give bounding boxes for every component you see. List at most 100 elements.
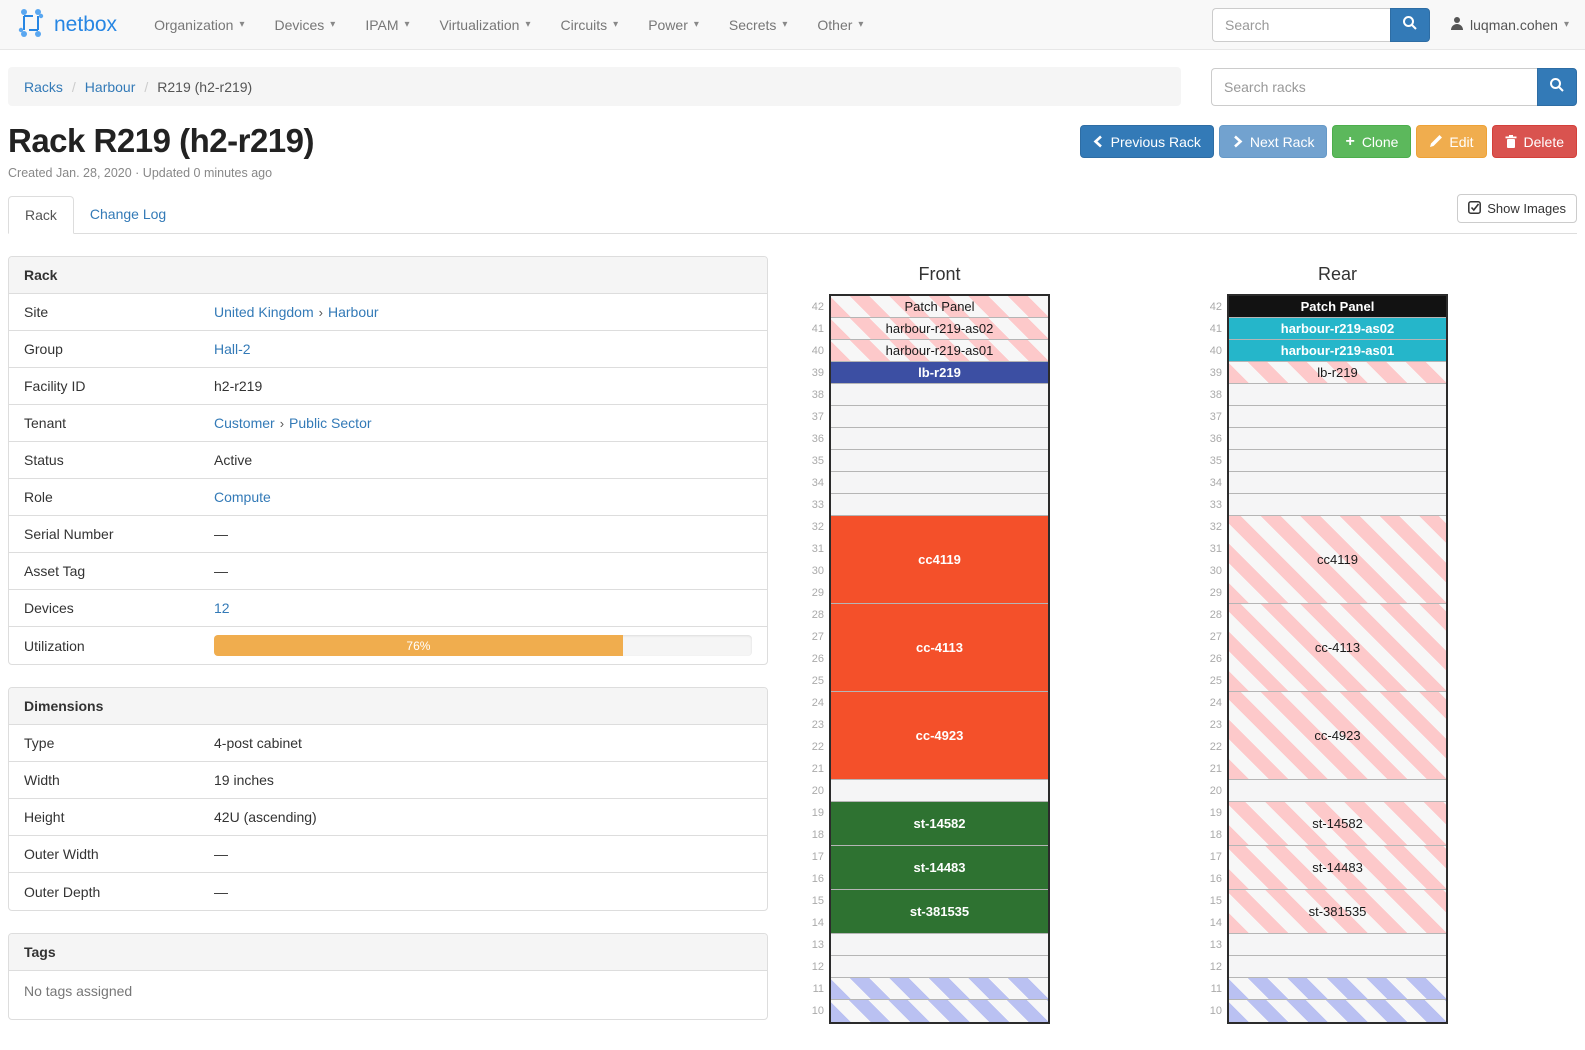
utilization-percent: 76%: [406, 638, 431, 653]
nav-menu-secrets[interactable]: Secrets ▾: [714, 0, 803, 50]
rack-unit-device[interactable]: cc-4923: [831, 692, 1048, 780]
chevron-down-icon: ▾: [1563, 19, 1569, 30]
button-label: Edit: [1449, 133, 1474, 150]
rack-unit-number: 41: [811, 323, 824, 335]
row-label: Site: [24, 304, 49, 320]
tab-change-log[interactable]: Change Log: [89, 206, 167, 222]
site-link[interactable]: Harbour: [327, 304, 379, 320]
rack-unit-empty: [831, 956, 1048, 978]
global-search-button[interactable]: [1390, 7, 1431, 42]
panel-title: Tags: [9, 934, 767, 971]
rack-unit-number: 20: [1209, 785, 1222, 797]
nav-menu-label: IPAM: [365, 16, 399, 33]
rack-unit-device[interactable]: cc-4923: [1229, 692, 1446, 780]
row-label: Group: [24, 341, 63, 357]
row-label: Utilization: [24, 637, 85, 654]
rack-unit-number: 37: [1209, 411, 1222, 423]
previous-rack-button[interactable]: Previous Rack: [1079, 125, 1214, 158]
row-label: Asset Tag: [24, 563, 86, 579]
breadcrumb-link-harbour[interactable]: Harbour: [84, 78, 136, 95]
rack-unit-device[interactable]: harbour-r219-as01: [1229, 340, 1446, 362]
created-updated-meta: Created Jan. 28, 2020 · Updated 0 minute…: [8, 166, 273, 180]
user-menu[interactable]: luqman.cohen ▾: [1450, 16, 1569, 33]
row-role: Role Compute: [9, 479, 767, 516]
group-link[interactable]: Hall-2: [214, 341, 251, 357]
row-tenant: Tenant Customer › Public Sector: [9, 405, 767, 442]
breadcrumb: Racks / Harbour / R219 (h2-r219): [8, 67, 1181, 106]
edit-button[interactable]: Edit: [1416, 125, 1487, 158]
devices-count-link[interactable]: 12: [214, 600, 230, 616]
pencil-icon: [1429, 135, 1443, 148]
rack-elevation-rear: Rear 42 41 40 39 38 37 36 35 34 33 32 31 30 29 28 27 26 2…: [1198, 256, 1448, 1024]
chevron-down-icon: ▾: [613, 19, 619, 30]
device-label: harbour-r219-as02: [1280, 321, 1395, 336]
rack-unit-device[interactable]: st-14483: [1229, 846, 1446, 890]
rack-unit-device[interactable]: st-14483: [831, 846, 1048, 890]
rack-unit-device[interactable]: harbour-r219-as02: [1229, 318, 1446, 340]
rack-unit-device[interactable]: st-14582: [831, 802, 1048, 846]
global-search-input[interactable]: [1212, 7, 1391, 42]
site-region-link[interactable]: United Kingdom: [214, 304, 314, 320]
rack-unit-number: 35: [811, 455, 824, 467]
next-rack-button[interactable]: Next Rack: [1218, 125, 1328, 158]
row-outer-depth: Outer Depth —: [9, 873, 767, 910]
rack-unit-number: 16: [811, 873, 824, 885]
rack-unit-reserved: [1229, 978, 1446, 1000]
utilization-bar: 76%: [214, 635, 752, 656]
clone-button[interactable]: + Clone: [1332, 125, 1412, 158]
rack-search-button[interactable]: [1537, 67, 1577, 106]
breadcrumb-link-racks[interactable]: Racks: [24, 78, 63, 95]
rack-unit-number: 24: [811, 697, 824, 709]
delete-button[interactable]: Delete: [1491, 125, 1577, 158]
nav-menu-organization[interactable]: Organization ▾: [139, 0, 259, 50]
rack-unit-number: 42: [811, 301, 824, 313]
user-icon: [1450, 16, 1464, 33]
rack-unit-device[interactable]: Patch Panel: [831, 296, 1048, 318]
rack-unit-device[interactable]: st-14582: [1229, 802, 1446, 846]
rack-unit-device[interactable]: cc-4113: [1229, 604, 1446, 692]
tab-rack[interactable]: Rack: [8, 196, 74, 234]
rack-unit-number: 38: [811, 389, 824, 401]
rack-unit-device[interactable]: cc4119: [1229, 516, 1446, 604]
role-link[interactable]: Compute: [214, 489, 271, 505]
rack-unit-device[interactable]: Patch Panel: [1229, 296, 1446, 318]
nav-menu-virtualization[interactable]: Virtualization ▾: [425, 0, 546, 50]
nav-menu-ipam[interactable]: IPAM ▾: [350, 0, 424, 50]
row-label: Serial Number: [24, 526, 114, 542]
rack-unit-device[interactable]: harbour-r219-as02: [831, 318, 1048, 340]
tenant-group-link[interactable]: Customer: [214, 415, 275, 431]
rack-unit-number: 15: [811, 895, 824, 907]
rack-unit-device[interactable]: st-381535: [831, 890, 1048, 934]
rack-unit-device[interactable]: lb-r219: [1229, 362, 1446, 384]
rack-unit-number: 19: [811, 807, 824, 819]
row-devices: Devices 12: [9, 590, 767, 627]
asset-tag-value: —: [214, 563, 228, 579]
rack-unit-device[interactable]: harbour-r219-as01: [831, 340, 1048, 362]
nav-menu-devices[interactable]: Devices ▾: [259, 0, 350, 50]
rack-search-input[interactable]: [1211, 67, 1537, 106]
rack-front: Patch Panel harbour-r219-as02 harbour-r219…: [829, 294, 1050, 1024]
row-label: Status: [24, 452, 64, 468]
rack-unit-device[interactable]: cc4119: [831, 516, 1048, 604]
rack-unit-number: 25: [811, 675, 824, 687]
rack-unit-reserved: [1229, 1000, 1446, 1022]
rack-unit-device[interactable]: lb-r219: [831, 362, 1048, 384]
rack-unit-number: 39: [811, 367, 824, 379]
device-label: cc4119: [1317, 552, 1358, 567]
nav-menu-other[interactable]: Other ▾: [802, 0, 878, 50]
unit-numbers-column: 42 41 40 39 38 37 36 35 34 33 32 31 30 29 28 27 26 25 24 23…: [1198, 296, 1222, 1024]
show-images-button[interactable]: Show Images: [1457, 194, 1577, 223]
tenant-link[interactable]: Public Sector: [289, 415, 372, 431]
rack-unit-device[interactable]: st-381535: [1229, 890, 1446, 934]
rack-unit-number: 21: [1209, 763, 1222, 775]
rack-unit-empty: [1229, 428, 1446, 450]
search-icon: [1402, 15, 1418, 34]
nav-menu-power[interactable]: Power ▾: [633, 0, 714, 50]
rack-unit-number: 38: [1209, 389, 1222, 401]
nav-menu-label: Organization: [154, 16, 234, 33]
rack-unit-number: 22: [811, 741, 824, 753]
rack-unit-device[interactable]: cc-4113: [831, 604, 1048, 692]
rack-unit-number: 41: [1209, 323, 1222, 335]
nav-menu-circuits[interactable]: Circuits ▾: [545, 0, 633, 50]
netbox-brand[interactable]: netbox: [16, 8, 117, 41]
